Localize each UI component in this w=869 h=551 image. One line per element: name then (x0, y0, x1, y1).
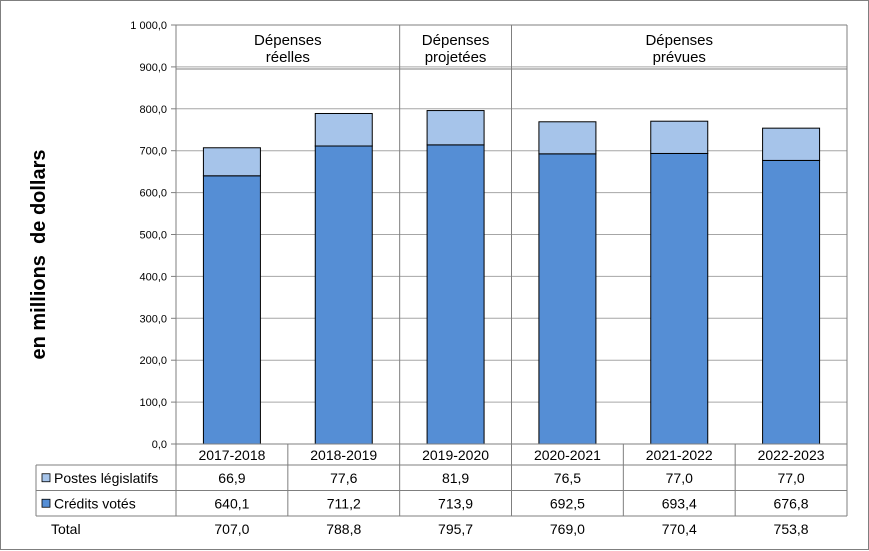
group-header-line2: prévues (653, 49, 706, 66)
y-tick-label: 800,0 (139, 104, 167, 116)
y-tick-label: 0,0 (152, 439, 167, 451)
table-row-header: Total (51, 521, 81, 537)
bar-postes-legislatifs (426, 110, 485, 146)
legend-key (41, 473, 51, 483)
table-cell-value: 692,5 (550, 495, 585, 511)
table-cell-value: 693,4 (662, 495, 697, 511)
bar-postes-legislatifs (762, 127, 821, 161)
legend-key (41, 498, 51, 508)
table-row-header: Postes législatifs (54, 470, 158, 486)
table-cell-value: 76,5 (554, 470, 581, 486)
bar-postes-legislatifs (538, 121, 597, 155)
bar-credits-votes (426, 144, 485, 445)
bar-credits-votes (538, 153, 597, 445)
table-row-header: Crédits votés (54, 495, 136, 511)
x-category-label: 2017-2018 (198, 447, 265, 463)
y-tick-label: 200,0 (139, 355, 167, 367)
bar-credits-votes (650, 152, 709, 445)
bar-credits-votes (202, 175, 261, 445)
y-tick-label: 600,0 (139, 188, 167, 200)
group-header-line2: réelles (266, 49, 310, 66)
table-cell-value: 81,9 (442, 470, 469, 486)
y-tick-label: 400,0 (139, 271, 167, 283)
x-category-label: 2018-2019 (310, 447, 377, 463)
table-cell-value: 77,0 (777, 470, 804, 486)
x-category-label: 2022-2023 (758, 447, 825, 463)
y-tick-label: 500,0 (139, 230, 167, 242)
table-cell-value: 769,0 (550, 521, 585, 537)
table-cell-value: 676,8 (774, 495, 809, 511)
x-category-label: 2021-2022 (646, 447, 713, 463)
x-category-label: 2019-2020 (422, 447, 489, 463)
y-tick-label: 100,0 (139, 397, 167, 409)
group-header-line1: Dépenses (422, 32, 490, 49)
bar-postes-legislatifs (202, 147, 261, 177)
table-cell-value: 795,7 (438, 521, 473, 537)
table-cell-value: 713,9 (438, 495, 473, 511)
table-cell-value: 77,6 (330, 470, 357, 486)
group-header-line1: Dépenses (254, 32, 322, 49)
table-cell-value: 66,9 (218, 470, 245, 486)
y-tick-label: 300,0 (139, 313, 167, 325)
table-cell-value: 707,0 (214, 521, 249, 537)
group-header-line2: projetées (425, 49, 487, 66)
y-tick-label: 1 000,0 (130, 20, 167, 32)
table-cell-value: 711,2 (327, 495, 361, 511)
bar-credits-votes (314, 145, 373, 445)
group-header-line1: Dépenses (645, 32, 713, 49)
bar-credits-votes (762, 159, 821, 445)
y-tick-label: 700,0 (139, 146, 167, 158)
bar-postes-legislatifs (314, 112, 373, 147)
x-category-label: 2020-2021 (534, 447, 601, 463)
table-cell-value: 77,0 (666, 470, 693, 486)
table-cell-value: 753,8 (774, 521, 809, 537)
bar-postes-legislatifs (650, 120, 709, 154)
y-tick-label: 900,0 (139, 62, 167, 74)
table-cell-value: 788,8 (326, 521, 361, 537)
y-axis-label: en millions de dollars (28, 149, 50, 359)
table-cell-value: 640,1 (214, 495, 249, 511)
table-cell-value: 770,4 (662, 521, 697, 537)
